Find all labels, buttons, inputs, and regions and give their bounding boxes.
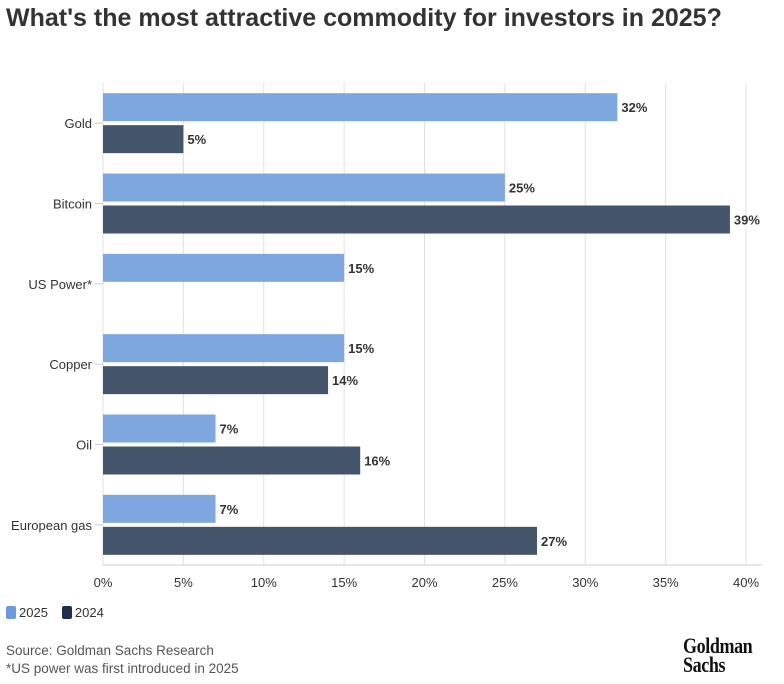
chart-title: What's the most attractive commodity for… — [6, 4, 722, 32]
bar-chart: 0% 5% 10% 15% 20% 25% 30% 35% 40% Gold 32% 5% Bitcoi… — [11, 83, 762, 590]
data-label-2025: 7% — [220, 422, 239, 437]
x-tick-label: 35% — [653, 575, 679, 590]
source-note: Source: Goldman Sachs Research — [6, 643, 214, 658]
bar-2024 — [103, 125, 184, 154]
footnote: *US power was first introduced in 2025 — [6, 661, 239, 676]
data-label-2025: 15% — [348, 261, 374, 276]
data-label-2024: 27% — [541, 534, 567, 549]
legend-swatch-2024 — [61, 606, 72, 619]
y-category-label: US Power* — [28, 277, 92, 292]
bar-2024 — [103, 366, 329, 395]
y-category-label: Copper — [49, 357, 92, 372]
x-tick-label: 25% — [492, 575, 518, 590]
data-label-2025: 7% — [220, 502, 239, 517]
bar-2025 — [103, 173, 505, 202]
bar-2024 — [103, 205, 730, 234]
legend: 2025 2024 — [6, 605, 104, 620]
data-label-2025: 32% — [621, 100, 647, 115]
x-tick-label: 5% — [174, 575, 193, 590]
data-label-2025: 15% — [348, 341, 374, 356]
bar-2024 — [103, 446, 361, 475]
legend-item-2024[interactable]: 2024 — [61, 605, 104, 620]
x-tick-label: 40% — [733, 575, 759, 590]
y-category-label: European gas — [11, 518, 92, 533]
data-label-2024: 16% — [364, 454, 390, 469]
y-category-label: Gold — [65, 116, 92, 131]
bar-2025 — [103, 494, 216, 523]
data-label-2024: 39% — [734, 213, 760, 228]
legend-swatch-2025 — [6, 606, 16, 619]
x-tick-label: 20% — [411, 575, 437, 590]
x-tick-label: 15% — [331, 575, 357, 590]
legend-label-2024: 2024 — [74, 605, 104, 620]
bar-2025 — [103, 414, 216, 443]
bar-2025 — [103, 253, 345, 282]
data-label-2024: 5% — [187, 132, 206, 147]
x-tick-label: 10% — [251, 575, 277, 590]
goldman-sachs-logo: Goldman Sachs — [683, 633, 753, 677]
bar-2024 — [103, 526, 538, 555]
y-category-label: Bitcoin — [53, 197, 92, 212]
bar-2025 — [103, 93, 618, 122]
y-category-label: Oil — [76, 438, 92, 453]
legend-label-2025: 2025 — [19, 605, 48, 620]
data-label-2025: 25% — [509, 181, 535, 196]
legend-item-2025[interactable]: 2025 — [6, 605, 48, 620]
x-tick-label: 0% — [94, 575, 113, 590]
data-label-2024: 14% — [332, 373, 358, 388]
bar-2025 — [103, 334, 345, 363]
x-tick-label: 30% — [572, 575, 598, 590]
